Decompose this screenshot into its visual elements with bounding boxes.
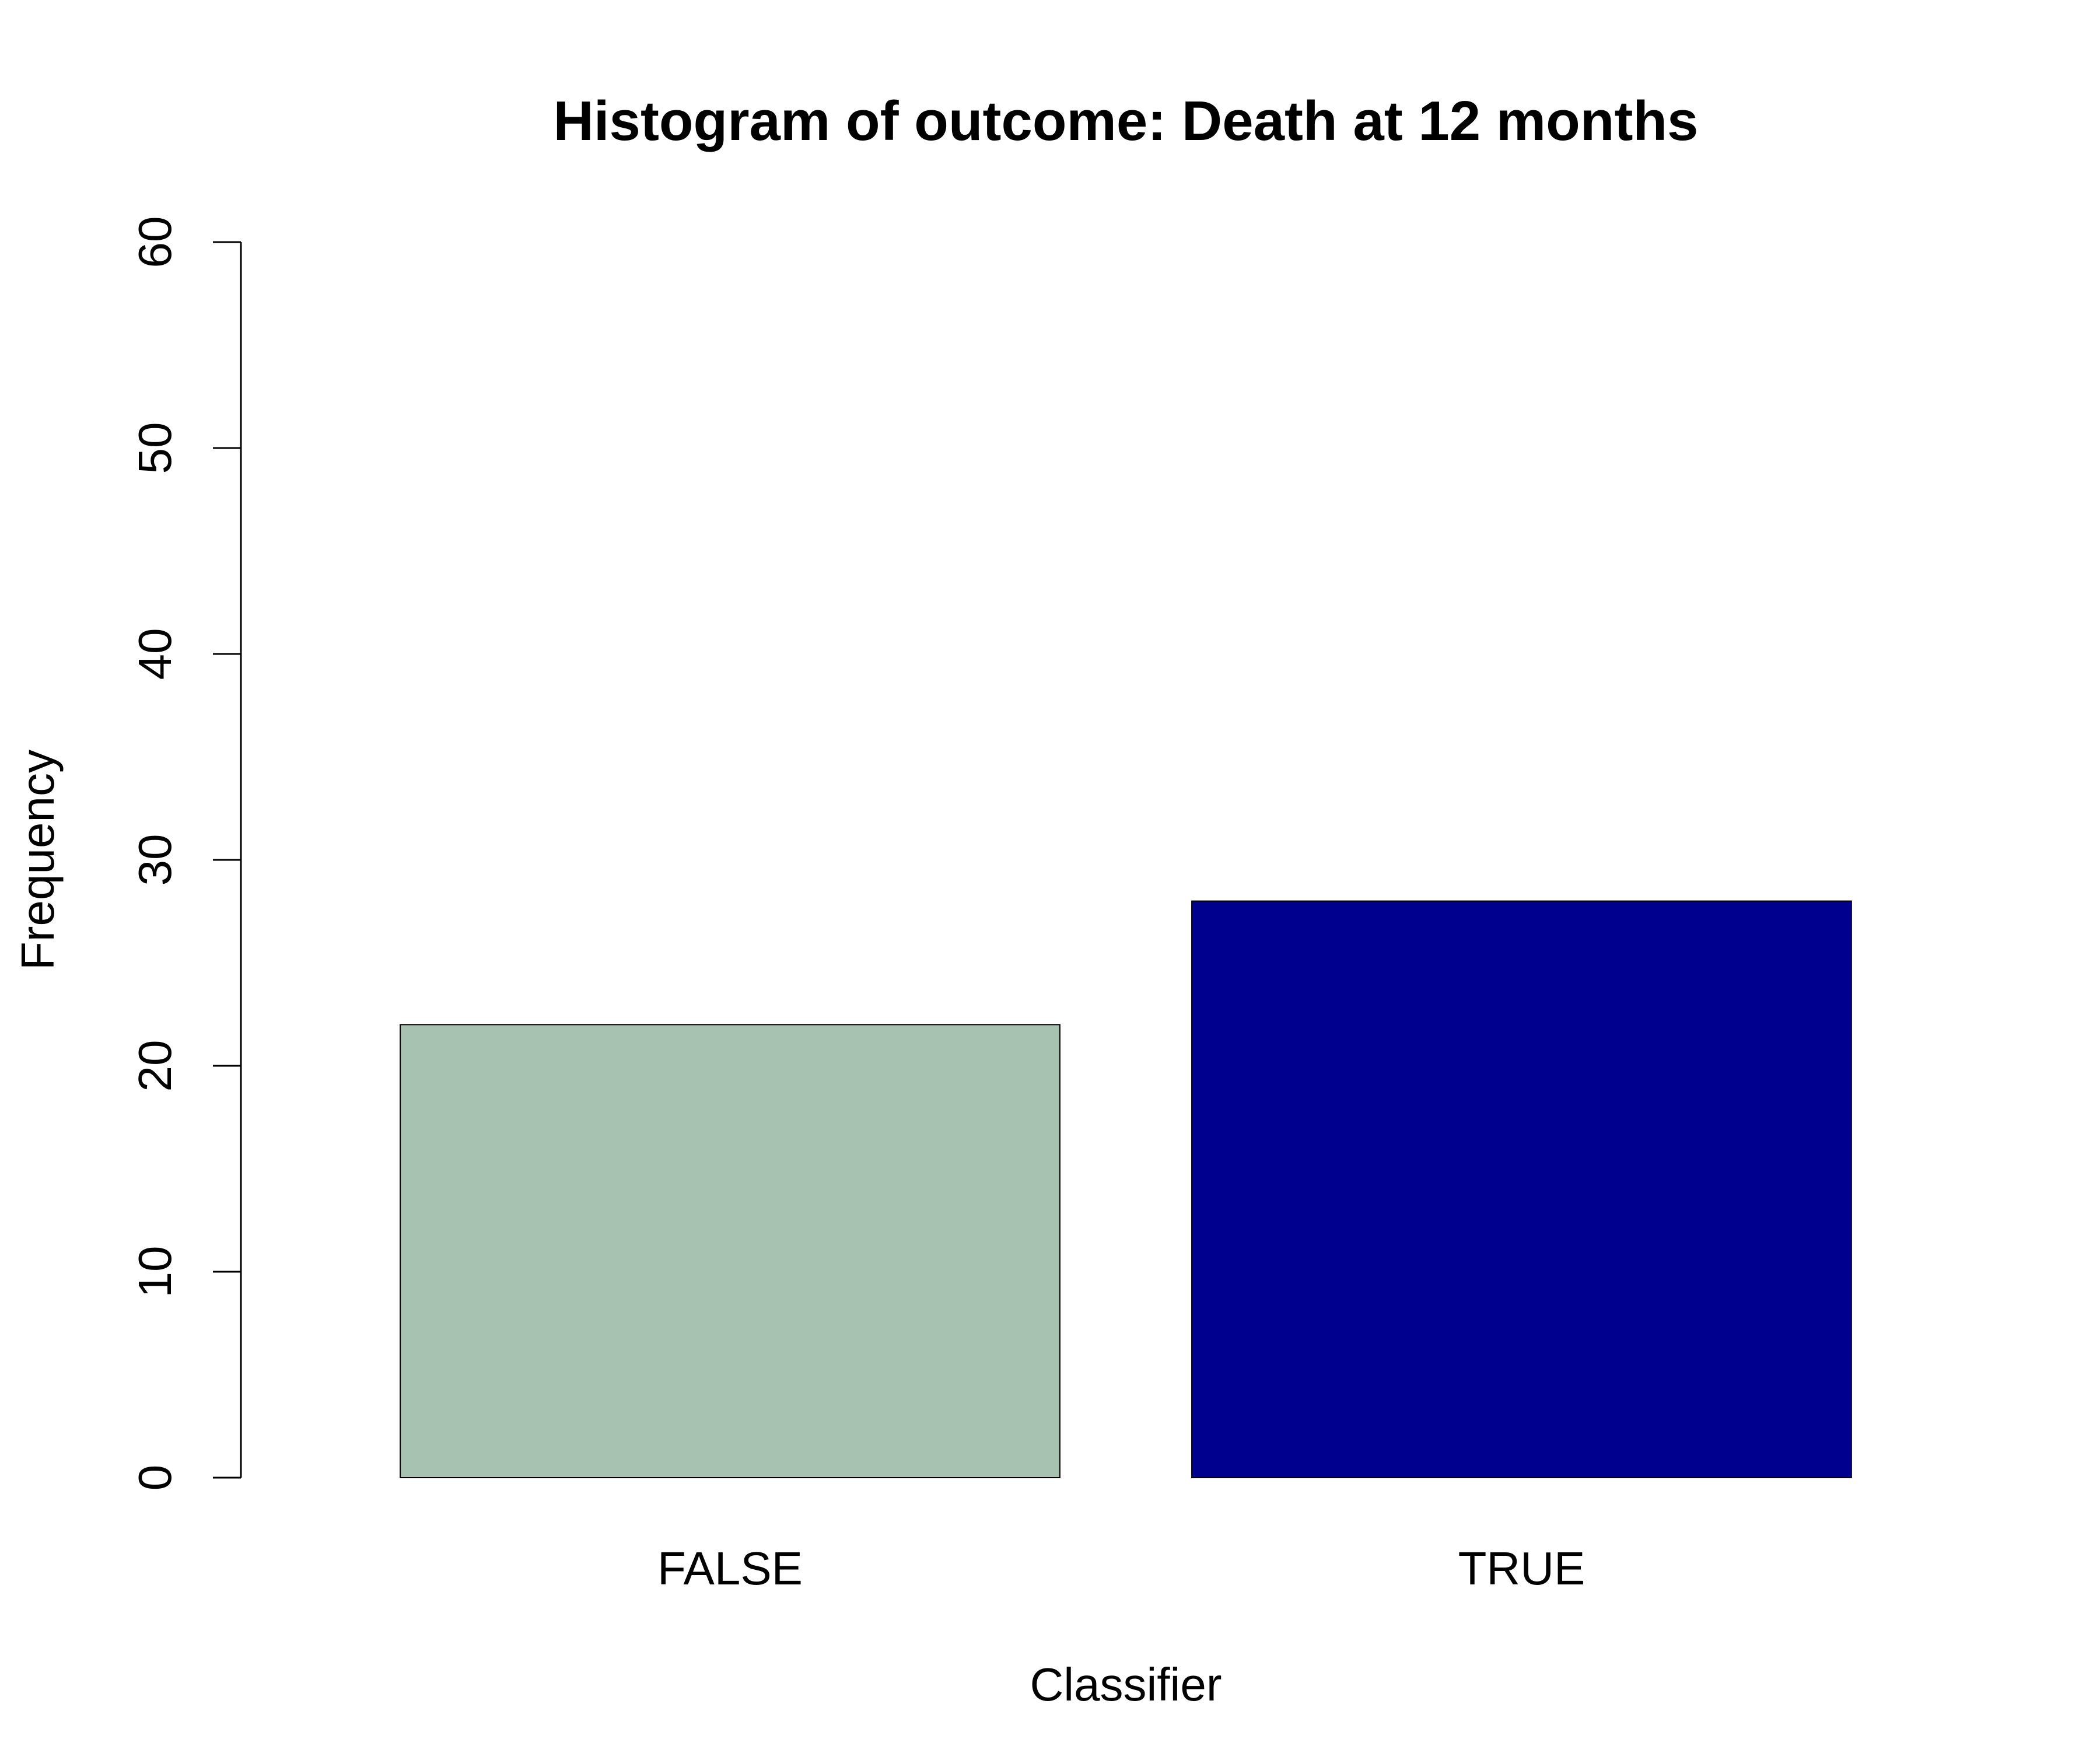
chart-title: Histogram of outcome: Death at 12 months	[554, 90, 1699, 152]
y-tick-label: 60	[129, 216, 181, 268]
bars-layer	[400, 900, 1852, 1478]
y-tick-label: 0	[129, 1465, 181, 1491]
y-axis: 0 10 20 30 40 50 60	[129, 216, 241, 1491]
y-tick-label: 40	[129, 628, 181, 680]
bar-true	[1191, 900, 1852, 1478]
x-axis-title: Classifier	[1030, 1658, 1222, 1710]
x-tick-label: TRUE	[1458, 1542, 1586, 1594]
x-axis: FALSE TRUE	[657, 1542, 1585, 1594]
y-tick-label: 10	[129, 1246, 181, 1298]
y-tick-label: 50	[129, 422, 181, 474]
y-tick-label: 20	[129, 1040, 181, 1092]
y-tick-label: 30	[129, 834, 181, 886]
y-axis-title: Frequency	[12, 750, 64, 970]
x-tick-label: FALSE	[657, 1542, 803, 1594]
bar-false	[400, 1024, 1060, 1478]
